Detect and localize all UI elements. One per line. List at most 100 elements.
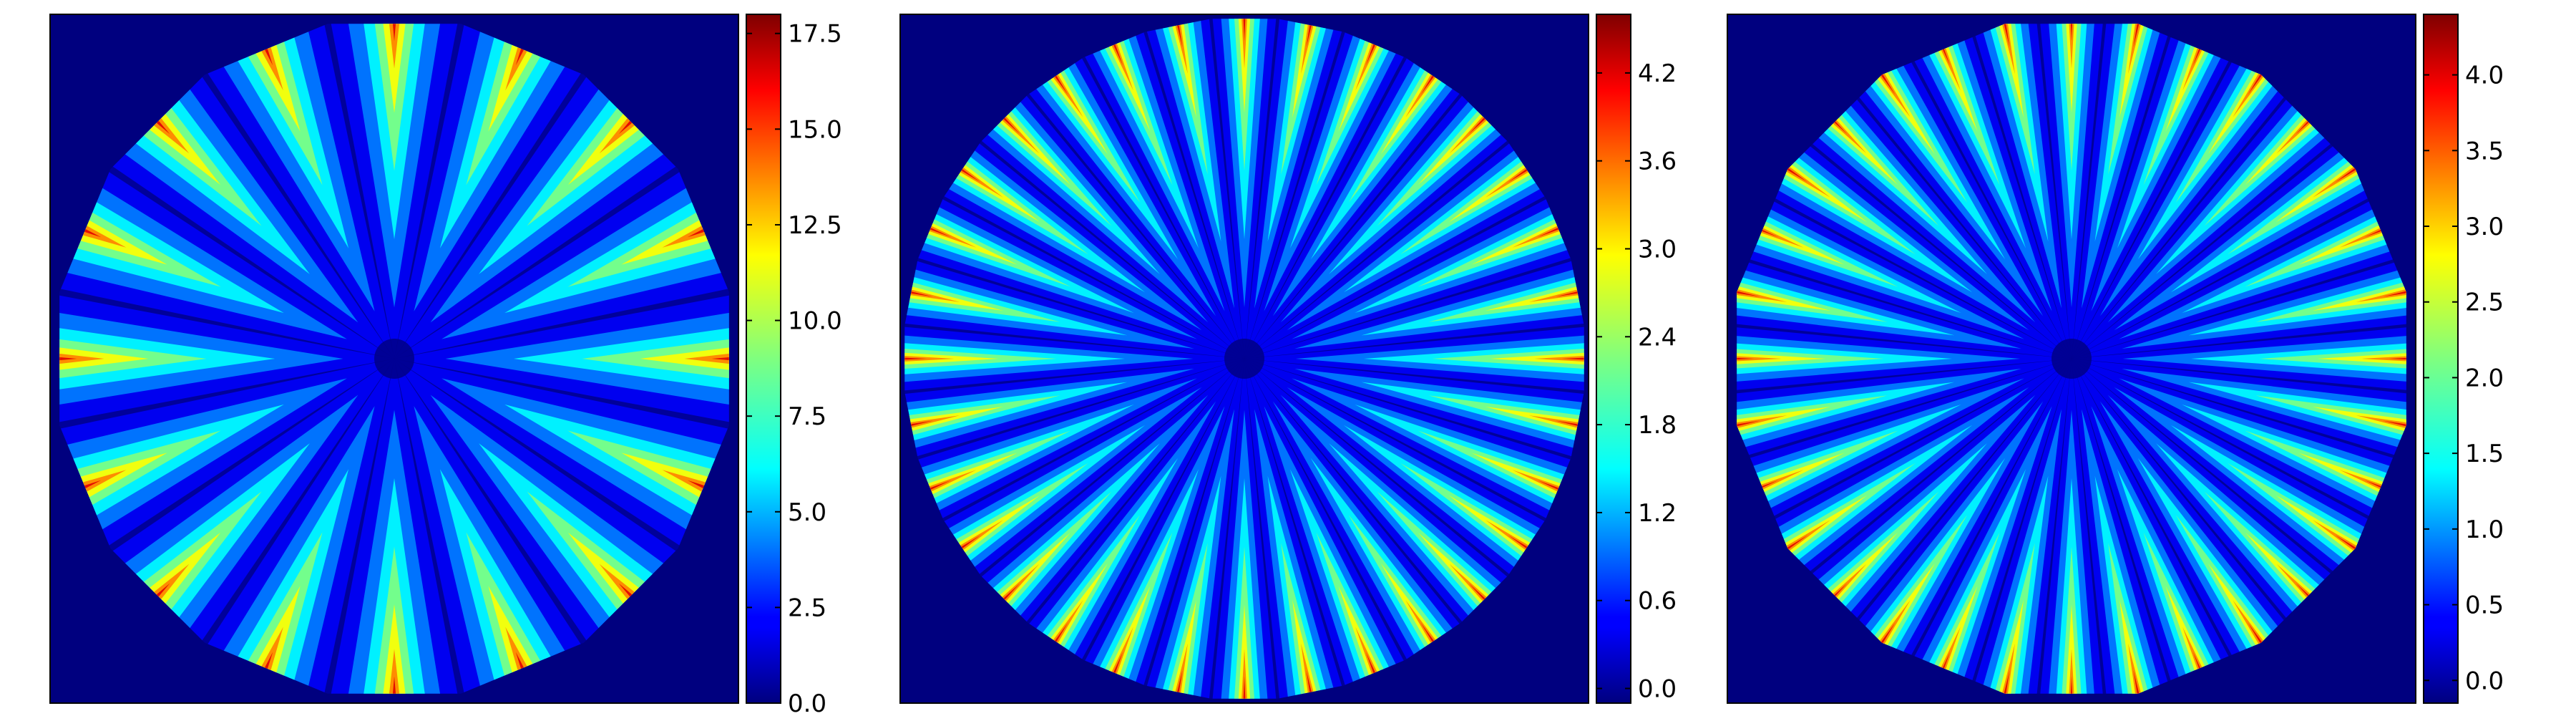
panel-2-ray-19-band-3	[907, 205, 1134, 314]
panel-3-ray-8-band-2	[2082, 409, 2166, 694]
panel-3-ray-18-band-6	[1737, 285, 1787, 302]
panel-2-ray-8-band-5	[1292, 599, 1322, 699]
panel-2-ray-32-band-1	[1244, 256, 1584, 359]
panel-2-ray-2-band-4	[1428, 395, 1584, 440]
panel-1-ray-6-band-4	[236, 532, 323, 694]
panel-3-ray-3-band-3	[2182, 404, 2406, 512]
panel-2-ray-2-band-1	[1244, 359, 1584, 461]
panel-2-ray-3-band-3	[1355, 404, 1582, 512]
panel-2-ray-26-band-1	[1244, 19, 1347, 359]
panel-3-ray-24-band-2	[1977, 24, 2062, 309]
panel-3-ray-26-band-6	[2128, 24, 2145, 74]
panel-2-heatmap	[904, 19, 1584, 699]
panel-3-ray-11-band-3	[1918, 469, 2026, 694]
panel-2-ray-10-band-2	[1150, 409, 1234, 699]
panel-3-ray-23-band-3	[1918, 24, 2026, 248]
panel-1-center	[374, 339, 414, 379]
panel-2-ray-8-band-2	[1254, 409, 1339, 699]
panel-3-ray-3-band-5	[2298, 453, 2406, 503]
panel-3-ray-31-band-4	[2245, 211, 2406, 287]
panel-3-disc	[1737, 24, 2406, 694]
panel-2-ray-26-band-2	[1254, 19, 1339, 309]
panel-2-ray-18-band-3	[904, 272, 1128, 336]
panel-3-ray-7-band-4	[2143, 532, 2220, 694]
panel-3-colorbar-tick-label: 4.0	[2465, 62, 2504, 90]
panel-2-ray-1-band-7	[1561, 357, 1584, 361]
panel-1-ray-2-band-3	[504, 404, 729, 527]
panel-3-ray-15-band-5	[1737, 453, 1845, 503]
panel-2-ray-2-band-3	[1361, 382, 1584, 445]
panel-2-ray-7-band-2	[1264, 406, 1404, 699]
panel-2-colorbar-tick-label: 3.6	[1638, 147, 1677, 176]
panel-3-ray-3-band-4	[2245, 430, 2406, 507]
panel-2-ray-26-band-5	[1292, 19, 1322, 118]
panel-2-ray-25-band-7	[1242, 19, 1246, 42]
panel-2-ray-10-band-5	[1167, 599, 1196, 699]
panel-3-ray-24-band-5	[1994, 24, 2024, 118]
panel-2-center	[1224, 339, 1264, 379]
panel-2-ray-11-band-4	[1096, 532, 1173, 695]
panel-3-ray-26-band-1	[2072, 24, 2174, 359]
panel-1-ray-2-band-4	[567, 430, 729, 517]
panel-2-ray-24-band-7	[1172, 19, 1183, 47]
panel-3-colorbar-tick-label: 2.5	[2465, 289, 2504, 317]
panel-3-ray-18-band-1	[1737, 256, 2072, 359]
panel-1-ray-12-band-3	[226, 24, 349, 248]
panel-3-ray-15-band-4	[1737, 430, 1898, 507]
panel-3-ray-24-band-1	[1969, 24, 2072, 359]
panel-3-ray-8-band-4	[2108, 543, 2153, 694]
panel-2-colorbar-tick-label: 4.2	[1638, 59, 1677, 88]
panel-3-ray-8-band-6	[2128, 643, 2145, 694]
panel-1-colorbar-tick-label: 2.5	[788, 594, 826, 622]
panel-3-ray-16-band-2	[1737, 369, 2021, 453]
panel-2-ray-11-band-3	[1091, 469, 1199, 697]
panel-2-colorbar-ticks: 0.0 0.6 1.2 1.8 2.4 3.0 3.6 4.2	[1596, 59, 1677, 704]
panel-3-ray-32-band-6	[2356, 285, 2406, 302]
panel-2-ray-16-band-2	[904, 369, 1194, 453]
panel-3-ray-32-band-1	[2072, 256, 2406, 359]
panel-3-ray-8-band-5	[2119, 599, 2149, 694]
panel-2-ray-27-band-3	[1289, 21, 1397, 248]
panel-1-colorbar-ticks: 0.0 2.5 5.0 7.5 10.0 12.5 15.0 17.5	[746, 20, 842, 716]
panel-1-ray-10-band-4	[59, 200, 221, 287]
panel-2-ray-19-band-5	[910, 215, 1018, 265]
panel-3-ray-31-band-3	[2182, 205, 2406, 314]
panel-3-ray-2-band-2	[2122, 369, 2406, 453]
panel-1-colorbar	[746, 14, 781, 704]
panel-2-ray-27-band-4	[1316, 23, 1392, 185]
panel-2-ray-15-band-2	[904, 378, 1197, 518]
panel-2-colorbar-tick-label: 2.4	[1638, 323, 1677, 352]
panel-2-ray-23-band-5	[1101, 24, 1151, 132]
panel-3-ray-16-band-5	[1737, 407, 1831, 436]
panel-3-ray-16-band-6	[1737, 415, 1787, 432]
panel-2-ray-10-band-3	[1158, 475, 1221, 699]
panel-3-ray-27-band-2	[2091, 24, 2231, 311]
panel-2-ray-15-band-5	[910, 453, 1018, 503]
panel-3-ray-32-band-3	[2188, 272, 2406, 336]
panel-3-ray-32-band-5	[2312, 281, 2406, 311]
panel-2-colorbar-tick-label: 1.8	[1638, 411, 1677, 440]
panel-2-ray-3-band-4	[1418, 430, 1580, 507]
panel-2-ray-8-band-4	[1281, 543, 1326, 699]
panel-2-ray-31-band-3	[1355, 205, 1582, 314]
panel-2-ray-18-band-4	[904, 277, 1060, 322]
panel-2-ray-10-band-7	[1172, 670, 1183, 699]
panel-3-ray-27-band-4	[2143, 24, 2220, 185]
panel-2-ray-19-band-2	[904, 199, 1197, 339]
panel-2-ray-10-band-1	[1142, 359, 1244, 699]
panel-3-ray-19-band-5	[1737, 215, 1845, 265]
panel-2-ray-16-band-3	[904, 382, 1128, 445]
panel-3-ray-24-band-6	[1998, 24, 2015, 74]
panel-1-colorbar-tick-label: 5.0	[788, 498, 826, 527]
panel-2-ray-26-band-3	[1267, 19, 1331, 242]
panel-3-ray-8-band-7	[2133, 670, 2144, 694]
panel-1-colorbar-tick-label: 12.5	[788, 211, 842, 240]
panel-1-ray-16-band-3	[504, 190, 729, 314]
panel-3-ray-18-band-3	[1737, 272, 1955, 336]
panel-3-ray-19-band-3	[1737, 205, 1961, 314]
panel-3-center	[2051, 339, 2092, 379]
panel-3-ray-19-band-2	[1737, 199, 2024, 339]
panel-2-ray-11-band-5	[1101, 586, 1151, 693]
panel-3-ray-2-band-6	[2356, 415, 2406, 432]
panel-3-ray-19-band-4	[1737, 211, 1898, 287]
